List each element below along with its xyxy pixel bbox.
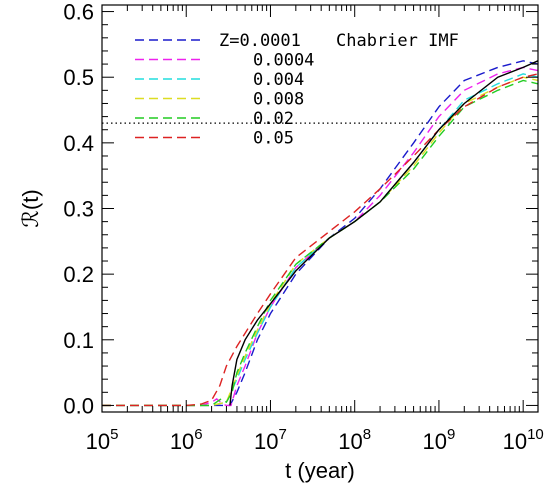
series-layer bbox=[102, 60, 538, 407]
series-line-6 bbox=[102, 73, 538, 407]
series-line-7 bbox=[229, 60, 538, 406]
series-line-5 bbox=[102, 79, 538, 407]
y-axis: 0.0 0.1 0.2 0.3 0.4 0.5 0.6 bbox=[63, 0, 538, 418]
legend-title: Chabrier IMF bbox=[336, 31, 459, 51]
legend-label: 0.008 bbox=[253, 90, 304, 110]
x-tick-label: 107 bbox=[254, 426, 287, 454]
x-axis-label: t (year) bbox=[285, 458, 355, 483]
x-tick-label: 106 bbox=[170, 426, 203, 454]
y-tick-label: 0.6 bbox=[63, 0, 94, 25]
legend-label: 0.02 bbox=[253, 109, 294, 129]
legend-label: 0.0004 bbox=[253, 51, 314, 71]
x-tick-label: 1010 bbox=[503, 426, 544, 454]
legend-label: 0.004 bbox=[253, 70, 304, 90]
y-tick-label: 0.0 bbox=[63, 393, 94, 418]
legend-label: 0.05 bbox=[253, 129, 294, 149]
y-axis-label: ℛ(t) bbox=[18, 189, 43, 227]
x-tick-label: 108 bbox=[338, 426, 371, 454]
legend-label: Z=0.0001 bbox=[219, 31, 301, 51]
y-tick-label: 0.5 bbox=[63, 65, 94, 90]
series-line-1 bbox=[102, 60, 538, 407]
series-line-3 bbox=[102, 73, 538, 407]
y-tick-label: 0.1 bbox=[63, 328, 94, 353]
x-tick-label: 109 bbox=[423, 426, 456, 454]
series-line-4 bbox=[102, 76, 538, 407]
y-tick-label: 0.2 bbox=[63, 262, 94, 287]
plot-frame bbox=[101, 4, 539, 413]
y-tick-label: 0.4 bbox=[63, 131, 94, 156]
y-tick-label: 0.3 bbox=[63, 197, 94, 222]
x-tick-label: 105 bbox=[86, 426, 119, 454]
x-axis: 105 106 107 108 109 1010 bbox=[86, 5, 544, 454]
